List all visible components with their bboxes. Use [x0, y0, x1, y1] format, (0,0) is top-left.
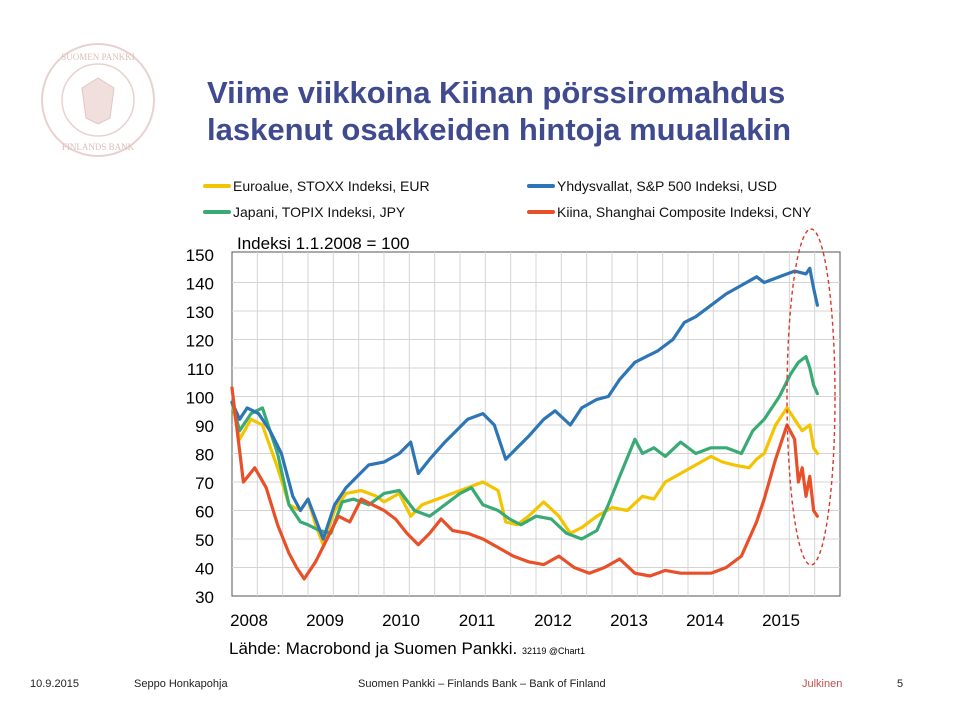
slide-title-line2: laskenut osakkeiden hintoja muuallakin	[207, 112, 792, 147]
footer-page-number: 5	[897, 678, 904, 690]
highlight-ellipse	[786, 228, 836, 566]
y-tick-label: 80	[195, 446, 214, 465]
y-tick-label: 140	[186, 275, 214, 294]
y-tick-label: 110	[187, 360, 214, 379]
y-tick-label: 120	[186, 332, 214, 351]
y-tick-label: 60	[195, 503, 214, 522]
footer-date: 10.9.2015	[30, 678, 79, 690]
y-tick-label: 150	[186, 246, 214, 265]
y-tick-label: 130	[186, 303, 214, 322]
legend-swatch	[527, 210, 555, 214]
x-tick-label: 2012	[534, 611, 572, 630]
y-tick-label: 70	[195, 474, 214, 493]
x-tick-label: 2013	[610, 611, 648, 630]
legend-swatch	[203, 184, 231, 188]
footer-author: Seppo Honkapohja	[134, 678, 228, 690]
stock-index-chart: 150 140 130 120 110 100 90 80 70 60 50 40 30 2008 200…	[186, 228, 841, 630]
y-tick-label: 50	[195, 531, 214, 550]
y-tick-label: 100	[186, 389, 214, 408]
legend-label: Kiina, Shanghai Composite Indeksi, CNY	[557, 204, 812, 220]
series-line-1	[230, 355, 820, 541]
y-tick-label: 90	[195, 417, 214, 436]
legend-label: Japani, TOPIX Indeksi, JPY	[233, 204, 406, 220]
index-label: Indeksi 1.1.2008 = 100	[237, 234, 410, 253]
svg-text:SUOMEN PANKKI: SUOMEN PANKKI	[61, 52, 134, 62]
svg-text:FINLANDS BANK: FINLANDS BANK	[62, 142, 135, 152]
x-tick-label: 2009	[306, 611, 344, 630]
series-line-3	[230, 386, 820, 581]
legend-swatch	[527, 184, 555, 188]
footer-org: Suomen Pankki – Finlands Bank – Bank of …	[358, 678, 606, 690]
suomen-pankki-logo: SUOMEN PANKKI FINLANDS BANK	[41, 43, 155, 157]
x-tick-label: 2014	[686, 611, 724, 630]
x-tick-label: 2010	[382, 611, 420, 630]
legend-label: Yhdysvallat, S&P 500 Indeksi, USD	[557, 178, 777, 194]
source-note: Lähde: Macrobond ja Suomen Pankki. 32119…	[229, 639, 585, 659]
x-tick-label: 2008	[230, 611, 268, 630]
series-line-2	[230, 266, 820, 541]
source-text: Lähde: Macrobond ja Suomen Pankki.	[229, 639, 518, 658]
chart-ref: 32119 @Chart1	[521, 646, 585, 656]
x-tick-label: 2011	[459, 611, 496, 630]
legend-label: Euroalue, STOXX Indeksi, EUR	[233, 178, 430, 194]
slide-title: Viime viikkoina Kiinan pörssiromahdus la…	[207, 74, 937, 148]
y-tick-label: 40	[195, 560, 214, 579]
x-tick-label: 2015	[762, 611, 800, 630]
footer-classification: Julkinen	[802, 678, 843, 690]
slide-title-line1: Viime viikkoina Kiinan pörssiromahdus	[207, 75, 786, 110]
legend-swatch	[203, 210, 231, 214]
y-tick-label: 30	[195, 588, 214, 607]
